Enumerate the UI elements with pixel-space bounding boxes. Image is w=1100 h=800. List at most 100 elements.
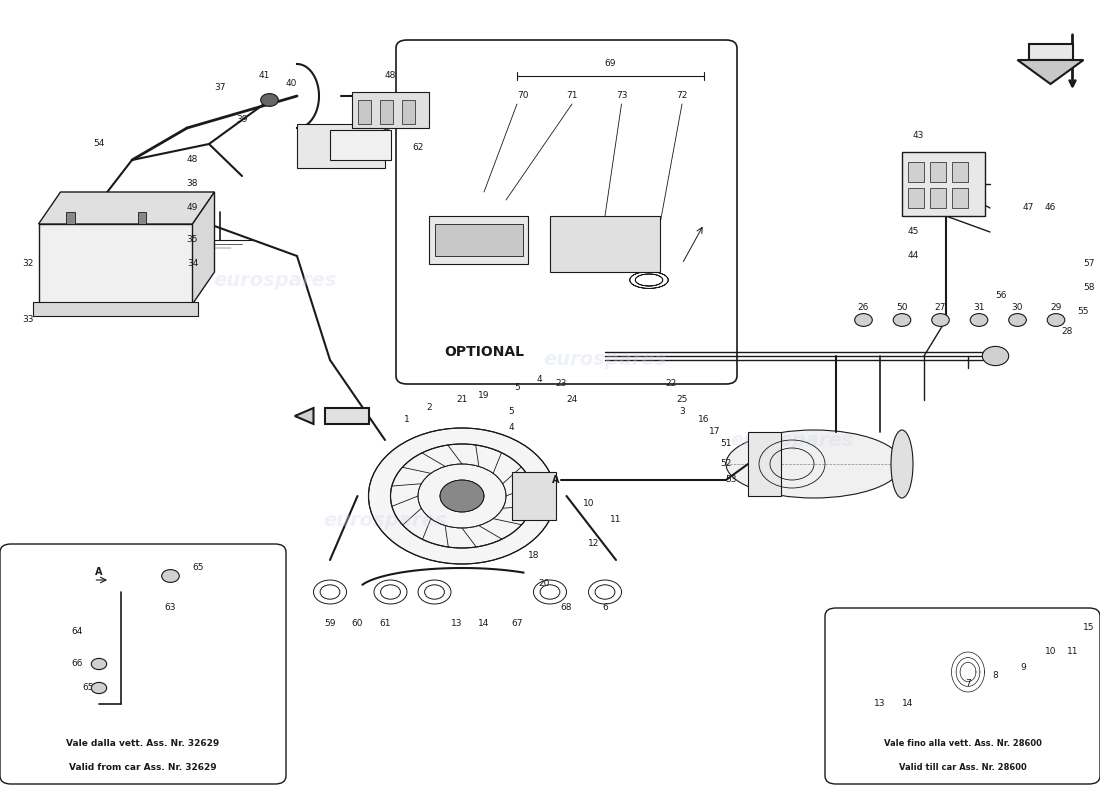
Text: 37: 37 [214,83,225,93]
Circle shape [855,314,872,326]
Bar [379,100,393,124]
Polygon shape [192,192,215,304]
Text: 26: 26 [858,303,869,313]
Bar [297,124,385,168]
Text: 1: 1 [404,415,410,425]
Text: 14: 14 [902,699,913,709]
FancyBboxPatch shape [396,40,737,384]
Text: 40: 40 [286,79,297,89]
Text: 45: 45 [908,227,918,237]
Text: 25: 25 [676,395,688,405]
Text: 2: 2 [426,403,432,413]
Ellipse shape [891,430,913,498]
Text: 4: 4 [536,375,542,385]
Bar [952,162,968,182]
Text: 72: 72 [676,91,688,101]
Text: 22: 22 [666,379,676,389]
Text: 28: 28 [1062,327,1072,337]
Text: 66: 66 [72,659,82,669]
Text: 11: 11 [610,515,621,525]
Text: eurospares: eurospares [730,430,854,450]
Text: 17: 17 [710,427,720,437]
Text: eurospares: eurospares [543,350,667,370]
Text: 10: 10 [583,499,594,509]
Text: 24: 24 [566,395,578,405]
Text: 23: 23 [556,379,566,389]
Polygon shape [39,192,214,224]
Circle shape [91,658,107,670]
Text: OPTIONAL: OPTIONAL [444,345,524,359]
Text: 73: 73 [616,91,627,101]
Circle shape [970,314,988,326]
Circle shape [162,570,179,582]
Text: Valid till car Ass. Nr. 28600: Valid till car Ass. Nr. 28600 [899,763,1026,773]
Text: 53: 53 [726,475,737,485]
Bar [550,216,660,272]
Circle shape [440,480,484,512]
Text: 38: 38 [187,179,198,189]
Text: 58: 58 [1084,283,1094,293]
Text: 3: 3 [679,407,685,417]
Bar [138,212,146,224]
Text: 43: 43 [913,131,924,141]
Text: 70: 70 [517,91,528,101]
Bar [930,188,946,208]
Bar [39,224,192,304]
Bar [358,100,371,124]
Text: 64: 64 [72,627,82,637]
Polygon shape [295,408,313,424]
Text: 30: 30 [1012,303,1023,313]
Text: 54: 54 [94,139,104,149]
Text: 31: 31 [974,303,984,313]
Text: 8: 8 [992,671,999,681]
Bar [434,224,522,256]
Bar [908,188,924,208]
Text: 9: 9 [1020,663,1026,673]
Text: Vale fino alla vett. Ass. Nr. 28600: Vale fino alla vett. Ass. Nr. 28600 [883,739,1042,749]
Text: 61: 61 [379,619,390,629]
Text: 16: 16 [698,415,710,425]
Text: 34: 34 [187,259,198,269]
Bar [402,100,415,124]
Circle shape [982,346,1009,366]
Text: 50: 50 [896,303,907,313]
Text: 32: 32 [22,259,33,269]
Bar [330,130,390,160]
Text: 39: 39 [236,115,248,125]
Circle shape [893,314,911,326]
Text: 60: 60 [352,619,363,629]
Circle shape [1009,314,1026,326]
Text: 5: 5 [514,383,520,393]
Text: 7: 7 [965,679,971,689]
Bar [429,216,528,264]
Text: 5: 5 [508,407,515,417]
Text: 21: 21 [456,395,468,405]
Text: 4: 4 [508,423,515,433]
Text: 65: 65 [192,563,204,573]
Text: 35: 35 [187,235,198,245]
Bar [930,162,946,182]
Text: 49: 49 [187,203,198,213]
Text: 27: 27 [935,303,946,313]
Bar [748,432,781,496]
Bar [952,188,968,208]
Polygon shape [324,408,369,424]
Polygon shape [1028,44,1072,60]
Text: 33: 33 [22,315,33,325]
Bar [512,472,556,520]
Text: 71: 71 [566,91,578,101]
Text: 13: 13 [874,699,886,709]
Text: 15: 15 [1084,623,1094,633]
Text: 65: 65 [82,683,94,693]
Text: 63: 63 [165,603,176,613]
Text: 42: 42 [264,95,275,105]
Bar [902,152,985,216]
Text: 51: 51 [720,439,732,449]
Bar [33,302,198,316]
FancyBboxPatch shape [825,608,1100,784]
Bar [352,92,429,128]
Circle shape [91,682,107,694]
Text: 46: 46 [1045,203,1056,213]
Text: eurospares: eurospares [213,270,337,290]
Text: 36: 36 [379,127,390,137]
